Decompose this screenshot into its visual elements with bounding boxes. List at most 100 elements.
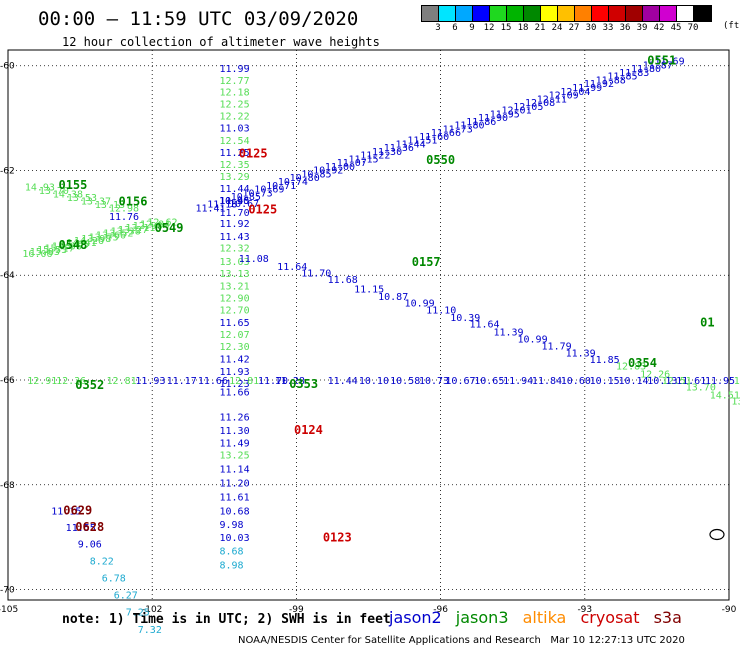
swh-label: 10.71 xyxy=(266,181,296,192)
swh-label: 10.92 xyxy=(313,166,343,177)
swh-label: 11.42 xyxy=(219,355,249,366)
pass-number-label: 0125 xyxy=(239,146,268,160)
swh-label: 15.53 xyxy=(37,245,67,256)
pass-number-label: 0124 xyxy=(294,423,323,437)
color-swatch xyxy=(422,6,439,21)
swh-label: 13.53 xyxy=(67,193,97,204)
swh-label: 13.25 xyxy=(219,451,249,462)
color-swatch xyxy=(439,6,456,21)
color-swatch xyxy=(677,6,694,21)
swh-label: 11.86 xyxy=(466,117,496,128)
color-scale-tick-label: 30 xyxy=(585,23,597,33)
swh-label: 11.64 xyxy=(277,262,307,273)
swh-label: 11.99 xyxy=(219,64,249,75)
swh-label: 14.41 xyxy=(67,238,97,249)
swh-label: 7.32 xyxy=(138,625,162,636)
swh-label: 11.28 xyxy=(275,376,305,387)
swh-label: 11.44 xyxy=(396,139,426,150)
swh-label: 11.79 xyxy=(542,342,572,353)
color-swatch xyxy=(524,6,541,21)
swh-label: 11.00 xyxy=(325,162,355,173)
swh-label: 11.70 xyxy=(219,208,249,219)
swh-label: 10.03 xyxy=(219,533,249,544)
swh-label: 11.17 xyxy=(167,376,197,387)
y-tick-label: -60 xyxy=(0,62,15,72)
page-title: 00:00 – 11:59 UTC 03/09/2020 xyxy=(38,8,359,30)
swh-label: 11.84 xyxy=(532,376,562,387)
swh-label: 13.13 xyxy=(219,269,249,280)
swh-label: 13.70 xyxy=(686,382,716,393)
swh-label: 11.93 xyxy=(219,367,249,378)
x-tick-label: -99 xyxy=(289,605,304,615)
swh-label: 11.15 xyxy=(51,507,81,518)
swh-label: 10.65 xyxy=(474,376,504,387)
swh-label: 12.26 xyxy=(640,369,670,380)
legend-jason2: jason2 xyxy=(389,608,442,627)
swh-label: 11.70 xyxy=(301,268,331,279)
satellite-legend: jason2 jason3 altika cryosat s3a xyxy=(389,608,691,627)
swh-label: 12.98 xyxy=(133,221,163,232)
swh-label: 11.76 xyxy=(109,212,139,223)
swh-label: 8.68 xyxy=(219,546,243,557)
swh-label: 8.98 xyxy=(219,561,243,572)
pass-number-label: 01 xyxy=(700,316,714,330)
swh-label: 11.39 xyxy=(493,327,523,338)
swh-label: 12.07 xyxy=(219,330,249,341)
swh-label: 11.44 xyxy=(328,376,358,387)
swh-label: 11.73 xyxy=(443,124,473,135)
swh-label: 14.26 xyxy=(74,236,104,247)
swh-label: 11.66 xyxy=(431,128,461,139)
swh-label: 10.85 xyxy=(301,169,331,180)
swh-label: 12.98 xyxy=(109,203,139,214)
swh-label: 11.88 xyxy=(596,75,626,86)
swh-label: 12.11 xyxy=(537,94,567,105)
color-swatch xyxy=(575,6,592,21)
color-swatch xyxy=(490,6,507,21)
color-swatch xyxy=(558,6,575,21)
swh-label: 14.38 xyxy=(53,189,83,200)
swh-label: 9.06 xyxy=(78,540,102,551)
swh-label: 12.36 xyxy=(56,376,86,387)
swh-label: 10.60 xyxy=(561,376,591,387)
swh-label: 12.32 xyxy=(219,244,249,255)
swh-label: 13.38 xyxy=(111,227,141,238)
swh-label: 6.78 xyxy=(102,574,126,585)
swh-label: 12.08 xyxy=(525,98,555,109)
swh-label: 10.13 xyxy=(647,376,677,387)
swh-label: 12.54 xyxy=(219,136,249,147)
color-scale-tick-label: 27 xyxy=(568,23,580,33)
swh-label: 13.52 xyxy=(103,229,133,240)
swh-label: 12.84 xyxy=(140,219,170,230)
color-scale-tick-label: 42 xyxy=(653,23,665,33)
swh-label: 12.04 xyxy=(560,87,590,98)
swh-label: 11.25 xyxy=(219,148,249,159)
page-subtitle: 12 hour collection of altimeter wave hei… xyxy=(62,35,380,49)
swh-label: 11.49 xyxy=(219,439,249,450)
swh-label: 11.90 xyxy=(478,113,508,124)
swh-label: 11.22 xyxy=(360,151,390,162)
swh-label: 10.74 xyxy=(278,177,308,188)
swh-label: 11.08 xyxy=(239,254,269,265)
swh-label: 10.73 xyxy=(419,376,449,387)
swh-label: 11.10 xyxy=(426,305,456,316)
swh-label: 11.66 xyxy=(219,388,249,399)
swh-label: 13.11 xyxy=(125,223,155,234)
y-tick-label: -68 xyxy=(0,481,15,491)
swh-label: 11.45 xyxy=(219,196,249,207)
swh-label: 11.69 xyxy=(654,57,684,68)
color-scale-tick-label: 21 xyxy=(534,23,546,33)
color-scale-tick-label: 12 xyxy=(483,23,495,33)
swh-label: 10.68 xyxy=(219,507,249,518)
swh-label: 14.93 xyxy=(25,182,55,193)
color-scale-tick-label: 33 xyxy=(602,23,614,33)
color-scale-tick-label: 39 xyxy=(636,23,648,33)
swh-label: 11.85 xyxy=(607,72,637,83)
x-tick-label: -105 xyxy=(0,605,18,615)
swh-label: 10.58 xyxy=(390,376,420,387)
swh-label: 14.65 xyxy=(59,240,89,251)
swh-label: 13.03 xyxy=(219,257,249,268)
swh-label: 11.64 xyxy=(469,320,499,331)
legend-jason3: jason3 xyxy=(455,608,509,627)
